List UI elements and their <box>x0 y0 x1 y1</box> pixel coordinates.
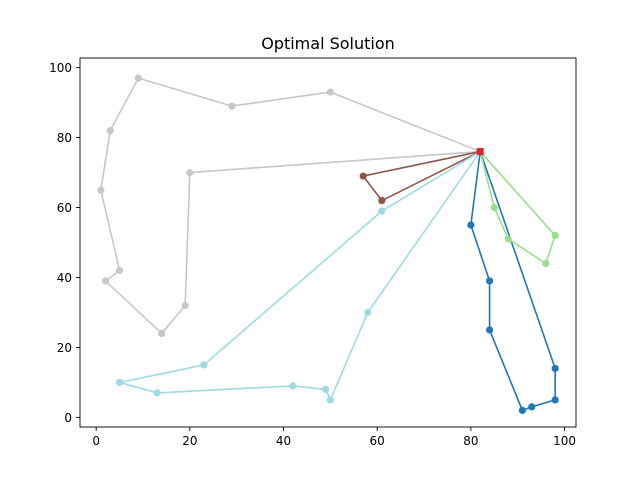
route-line-5 <box>479 150 556 265</box>
route-4-point-3 <box>485 326 494 334</box>
route-3-point-8 <box>364 308 372 317</box>
x-tick-label: 80 <box>463 434 478 448</box>
x-tick-label: 60 <box>370 434 385 448</box>
x-tick-label: 40 <box>276 434 291 448</box>
y-tick-label: 80 <box>57 131 72 145</box>
x-tick-label: 100 <box>553 434 576 448</box>
route-1-point-10 <box>186 168 194 177</box>
y-tick-label: 0 <box>64 411 72 425</box>
route-4-point-5 <box>528 403 536 411</box>
plot-area <box>97 74 559 414</box>
chart-title: Optimal Solution <box>261 34 395 53</box>
route-line-2 <box>362 150 482 202</box>
depot-marker <box>476 148 484 156</box>
x-tick-label: 20 <box>182 434 197 448</box>
route-4-point-7 <box>551 364 559 373</box>
axes-frame <box>79 57 577 428</box>
route-3-point-3 <box>115 378 124 387</box>
y-tick-label: 40 <box>57 271 72 285</box>
axes: 0 20 40 60 80 100 0 20 40 60 80 100 <box>49 57 577 448</box>
route-5-point-3 <box>542 259 550 268</box>
route-4-point-4 <box>518 406 526 414</box>
route-1-point-9 <box>181 301 189 310</box>
y-tick-label: 60 <box>57 201 72 215</box>
route-1-point-3 <box>134 74 142 82</box>
y-tick-label: 20 <box>57 341 72 355</box>
route-line-1 <box>100 77 482 335</box>
route-5-point-1 <box>490 203 498 212</box>
route-4-point-2 <box>485 277 494 285</box>
route-1-point-1 <box>326 88 334 96</box>
y-tick-label: 100 <box>49 61 72 75</box>
route-3-point-7 <box>326 396 334 404</box>
route-1-point-4 <box>106 126 114 135</box>
route-1-point-8 <box>158 329 166 338</box>
route-3-point-1 <box>378 207 386 215</box>
route-5-point-2 <box>504 235 512 243</box>
route-4-point-1 <box>467 221 475 229</box>
route-1-point-7 <box>101 277 110 285</box>
route-1-point-2 <box>228 102 236 110</box>
route-3-point-4 <box>153 389 161 397</box>
route-3-point-2 <box>200 361 208 369</box>
route-3-point-6 <box>322 385 330 394</box>
route-2-point-2 <box>378 196 386 205</box>
route-3-point-5 <box>289 382 297 390</box>
route-1-point-6 <box>115 266 124 275</box>
x-tick-label: 0 <box>92 434 100 448</box>
route-4-point-6 <box>551 396 559 404</box>
route-5-point-4 <box>551 231 559 240</box>
route-2-point-1 <box>359 172 367 180</box>
route-1-point-5 <box>97 186 105 194</box>
route-line-3 <box>118 150 482 401</box>
